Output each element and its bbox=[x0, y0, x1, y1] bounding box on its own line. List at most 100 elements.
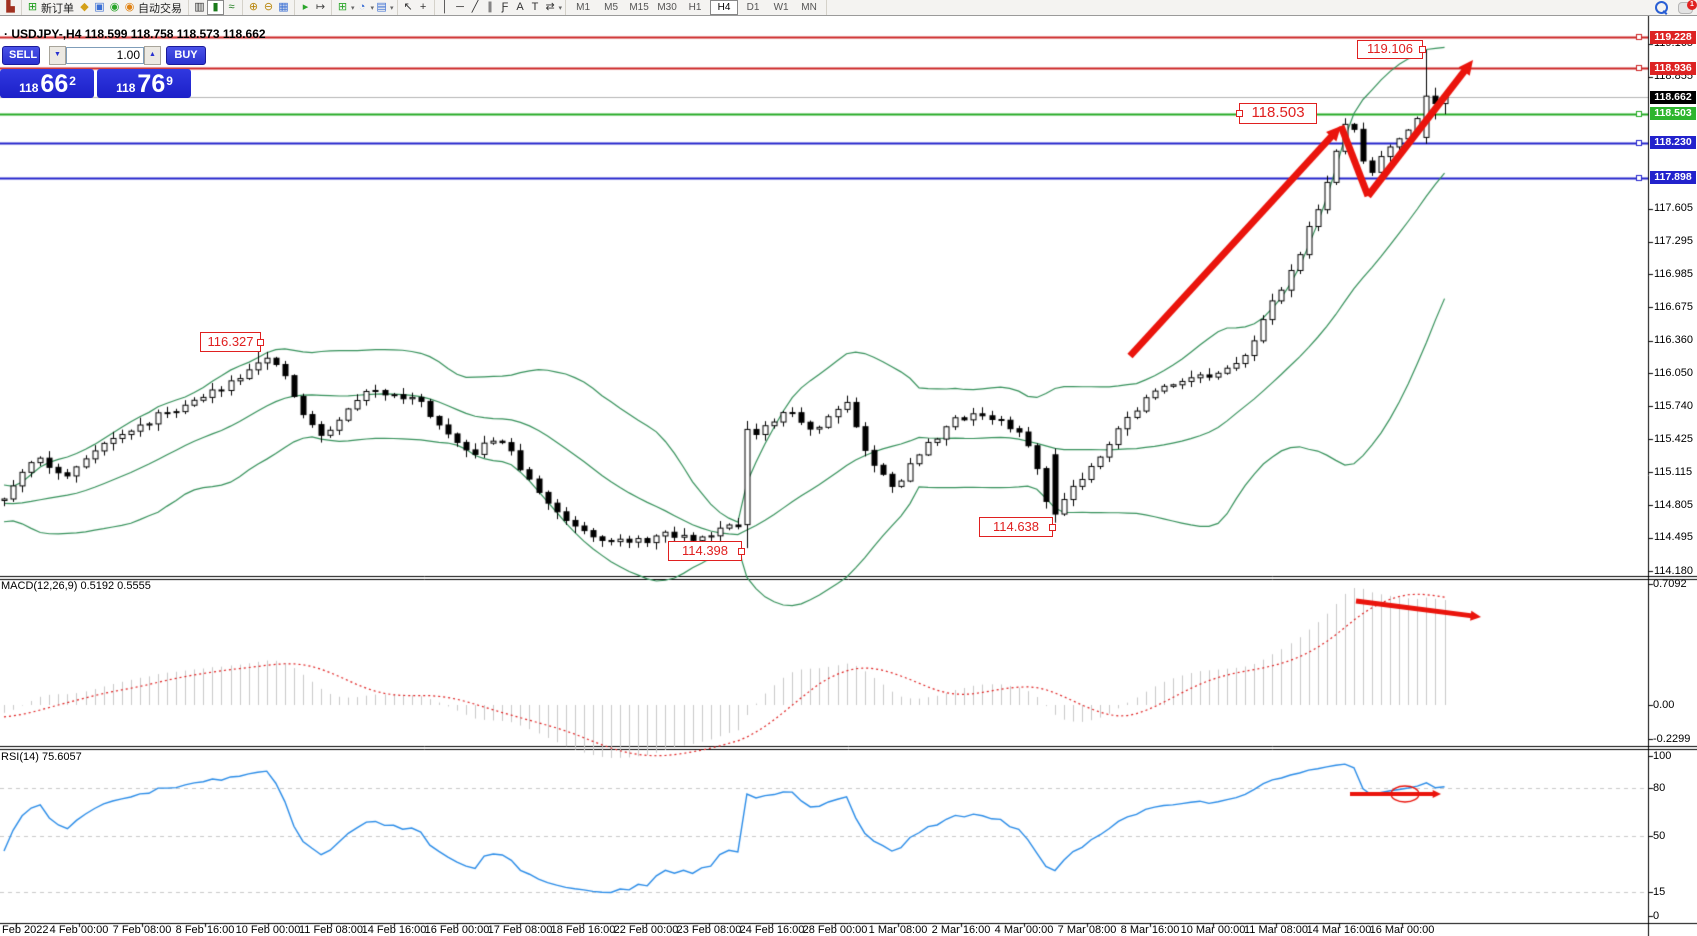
arrows-button[interactable]: ⇄ bbox=[545, 1, 555, 13]
macd-axis-tick: 0.7092 bbox=[1653, 577, 1687, 590]
timeframe-m5-button[interactable]: M5 bbox=[604, 2, 619, 13]
autotrade-button-label[interactable]: 自动交易 bbox=[138, 2, 182, 15]
templates-button[interactable]: ▤ bbox=[376, 1, 387, 13]
price-axis-tick: 116.675 bbox=[1654, 300, 1693, 313]
date-axis-label: 8 Mar 16:00 bbox=[1120, 924, 1180, 936]
window-group: ▙ bbox=[0, 0, 22, 15]
bar-chart-button[interactable]: ▥ bbox=[194, 1, 205, 13]
date-axis-label: 22 Feb 00:00 bbox=[613, 924, 679, 936]
timeframe-w1-button[interactable]: W1 bbox=[773, 2, 789, 13]
price-annotation[interactable]: 114.398 bbox=[668, 541, 745, 561]
price-axis-tick: 115.115 bbox=[1654, 465, 1693, 478]
annotation-anchor bbox=[257, 338, 264, 346]
text-button[interactable]: A bbox=[516, 1, 524, 13]
notifications-icon[interactable]: 1 bbox=[1678, 0, 1697, 14]
price-axis-tick: 114.180 bbox=[1654, 564, 1693, 577]
periods-button-dropdown-icon[interactable]: ▾ bbox=[370, 4, 375, 12]
buy-price-sup: 9 bbox=[166, 74, 173, 88]
order-group: ⊞ 新订单 ◆ ▣ ◉ ◉ 自动交易 bbox=[22, 0, 189, 15]
window-dot-icon: · bbox=[4, 27, 8, 41]
price-axis-tick: 114.495 bbox=[1654, 531, 1693, 544]
price-axis-tick: 117.295 bbox=[1654, 235, 1693, 248]
tile-windows-button[interactable]: ▦ bbox=[278, 1, 289, 13]
templates-button-dropdown-icon[interactable]: ▾ bbox=[390, 4, 394, 12]
rsi-axis-tick: 100 bbox=[1653, 749, 1672, 762]
timeframe-m15-button[interactable]: M15 bbox=[629, 2, 649, 13]
sell-price-display[interactable]: 118 66 2 bbox=[0, 69, 94, 98]
vertical-line-button[interactable]: │ bbox=[441, 1, 449, 13]
timeframe-m30-button[interactable]: M30 bbox=[657, 2, 677, 13]
chart-ohlc-title: · USDJPY-,H4 118.599 118.758 118.573 118… bbox=[4, 27, 266, 41]
trendline-button[interactable]: ╱ bbox=[471, 1, 479, 13]
new-order-button[interactable]: ⊞ bbox=[27, 1, 38, 13]
zoom-in-button[interactable]: ⊕ bbox=[248, 1, 259, 13]
timeframe-mn-button[interactable]: MN bbox=[801, 2, 817, 13]
lot-size-input[interactable] bbox=[66, 46, 144, 64]
arrows-button-dropdown-icon[interactable]: ▾ bbox=[558, 4, 563, 12]
annotation-anchor bbox=[1049, 523, 1056, 531]
notification-badge: 1 bbox=[1687, 0, 1697, 10]
line-chart-button[interactable]: ≈ bbox=[228, 1, 235, 13]
price-annotation[interactable]: 119.106 bbox=[1357, 40, 1426, 59]
label-button[interactable]: T bbox=[531, 1, 539, 13]
timeframe-h4-button[interactable]: H4 bbox=[710, 0, 739, 15]
price-level-badge: 118.662 bbox=[1650, 90, 1696, 104]
macd-indicator-label: MACD(12,26,9) 0.5192 0.5555 bbox=[1, 580, 151, 592]
symbol-ohlc-text: USDJPY-,H4 118.599 118.758 118.573 118.6… bbox=[11, 27, 266, 41]
macd-axis-tick: 0.00 bbox=[1653, 698, 1675, 711]
autotrade-button[interactable]: ◉ bbox=[124, 1, 135, 13]
price-annotation[interactable]: 116.327 bbox=[200, 332, 264, 352]
sell-price-big: 66 bbox=[40, 70, 69, 98]
indicators-button[interactable]: ⊞ bbox=[337, 1, 348, 13]
crosshair-button[interactable]: + bbox=[419, 1, 427, 13]
timeframe-d1-button[interactable]: D1 bbox=[746, 2, 760, 13]
zoom-out-button[interactable]: ⊖ bbox=[263, 1, 274, 13]
sell-price-prefix: 118 bbox=[19, 81, 39, 95]
channel-button[interactable]: ∥ bbox=[487, 1, 493, 13]
window-icon[interactable]: ▙ bbox=[6, 1, 15, 13]
lot-increase-button[interactable]: ▲ bbox=[144, 45, 161, 65]
price-annotation[interactable]: 114.638 bbox=[979, 517, 1056, 537]
price-level-badge: 118.936 bbox=[1650, 61, 1696, 75]
scroll-group: ▸ ↦ bbox=[295, 0, 332, 15]
auto-scroll-button[interactable]: ▸ bbox=[302, 1, 309, 13]
horizontal-line-button[interactable]: ─ bbox=[456, 1, 464, 13]
date-axis-label: 1 Mar 08:00 bbox=[868, 924, 928, 936]
signal-icon[interactable]: ◉ bbox=[109, 1, 120, 13]
buy-price-prefix: 118 bbox=[116, 81, 136, 95]
price-axis-tick: 115.425 bbox=[1654, 432, 1693, 445]
date-axis-label: 16 Mar 00:00 bbox=[1369, 924, 1435, 936]
date-axis-label: 16 Feb 00:00 bbox=[424, 924, 490, 936]
price-annotation[interactable]: 118.503 bbox=[1236, 103, 1317, 124]
fibonacci-button[interactable]: Ƒ bbox=[501, 1, 509, 13]
timeframe-h1-button[interactable]: H1 bbox=[688, 2, 702, 13]
insert-group: ⊞ ▾ ◔ ▾ ▤ ▾ bbox=[332, 0, 398, 15]
date-axis-label: 11 Mar 08:00 bbox=[1243, 924, 1309, 936]
price-level-badge: 119.228 bbox=[1650, 30, 1696, 44]
sell-button[interactable]: SELL bbox=[2, 45, 40, 65]
date-axis-label: 7 Mar 08:00 bbox=[1057, 924, 1117, 936]
toolbar-right: 1 bbox=[1652, 0, 1697, 15]
cursor-button[interactable]: ↖ bbox=[403, 1, 413, 13]
chart-shift-button[interactable]: ↦ bbox=[315, 1, 326, 13]
date-axis-label: 7 Feb 08:00 bbox=[112, 924, 172, 936]
date-axis-label: 17 Feb 08:00 bbox=[487, 924, 553, 936]
new-order-button-label[interactable]: 新订单 bbox=[41, 2, 74, 15]
profile-icon[interactable]: ◆ bbox=[80, 1, 89, 13]
price-axis-tick: 116.050 bbox=[1654, 366, 1693, 379]
lot-decrease-button[interactable]: ▼ bbox=[49, 45, 66, 65]
date-axis-label: 8 Feb 16:00 bbox=[175, 924, 235, 936]
timeframe-m1-button[interactable]: M1 bbox=[576, 2, 591, 13]
cursor-group: ↖ + bbox=[398, 0, 435, 15]
buy-price-display[interactable]: 118 76 9 bbox=[97, 69, 191, 98]
periods-button[interactable]: ◔ bbox=[358, 1, 366, 13]
candlestick-button[interactable]: ▮ bbox=[207, 0, 224, 15]
buy-button[interactable]: BUY bbox=[166, 45, 206, 65]
annotation-anchor bbox=[1419, 46, 1426, 53]
draw-group: │ ─ ╱ ∥ Ƒ A T ⇄ ▾ bbox=[435, 0, 567, 15]
indicators-button-dropdown-icon[interactable]: ▾ bbox=[351, 4, 355, 12]
search-icon[interactable] bbox=[1655, 1, 1668, 14]
date-axis-label: 10 Feb 00:00 bbox=[235, 924, 301, 936]
terminal-icon[interactable]: ▣ bbox=[94, 1, 105, 13]
